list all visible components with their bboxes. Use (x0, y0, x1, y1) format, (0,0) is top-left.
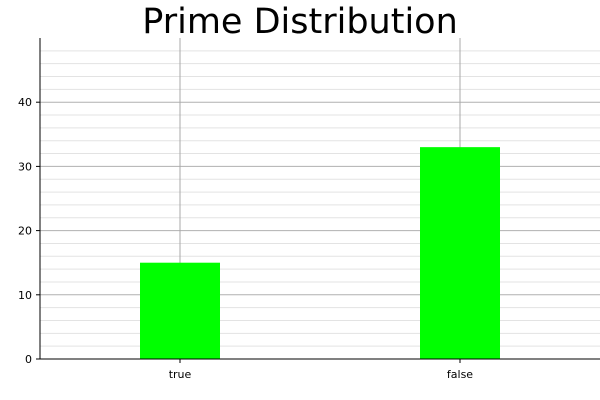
y-tick-label: 10 (18, 289, 32, 302)
major-gridlines (40, 38, 600, 359)
bars (140, 147, 500, 359)
y-axis-ticks: 0 10 20 30 40 (18, 96, 40, 366)
x-axis-ticks: true false (169, 359, 473, 381)
x-tick-label: true (169, 368, 192, 381)
bar-false (420, 147, 500, 359)
y-tick-label: 0 (25, 353, 32, 366)
y-tick-label: 40 (18, 96, 32, 109)
y-tick-label: 20 (18, 225, 32, 238)
x-tick-label: false (447, 368, 473, 381)
y-tick-label: 30 (18, 160, 32, 173)
chart-title: Prime Distribution (142, 2, 458, 42)
bar-true (140, 262, 220, 359)
minor-gridlines (40, 50, 600, 347)
axes (39, 38, 600, 360)
